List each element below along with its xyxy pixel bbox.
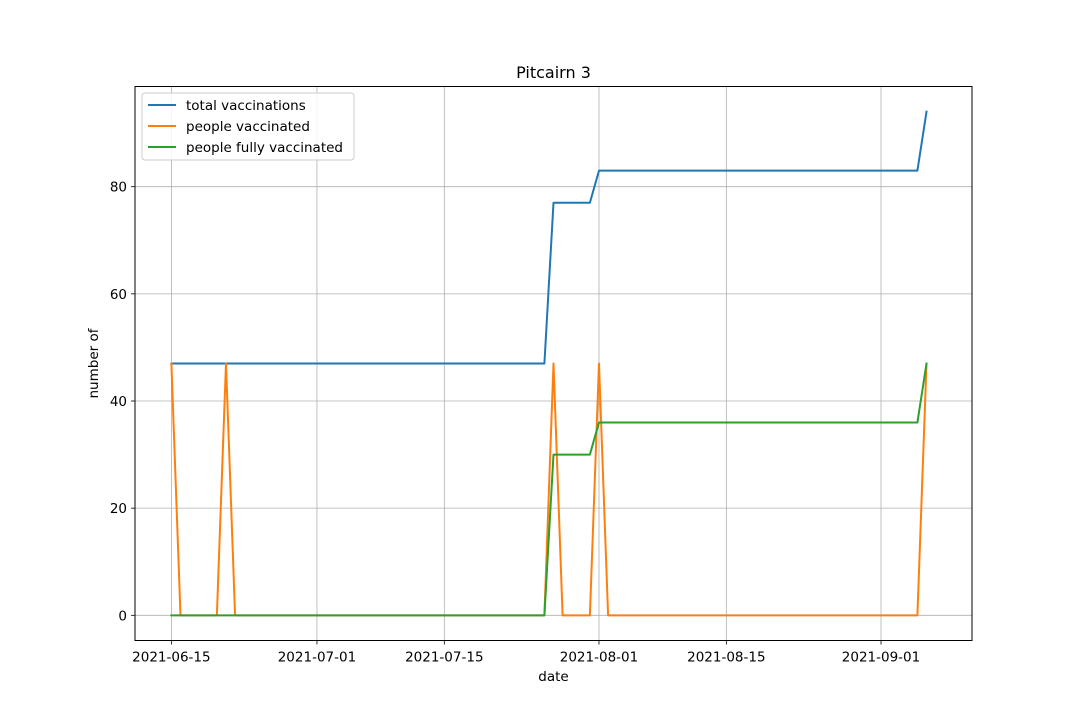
series-line-total-vaccinations xyxy=(170,110,928,365)
legend-items: total vaccinations people vaccinated peopl… xyxy=(148,98,343,156)
tick-layer: 2021-06-15 2021-07-01 2021-07-15 2021-08-01… xyxy=(110,180,920,666)
chart-title: Pitcairn 3 xyxy=(516,63,591,82)
y-tick-label: 60 xyxy=(110,287,127,303)
y-tick-label: 20 xyxy=(110,501,127,517)
legend-label-people-fully-vaccinated: people fully vaccinated xyxy=(186,140,343,156)
series-line-people-fully-vaccinated xyxy=(170,362,928,617)
x-tick-label: 2021-07-01 xyxy=(278,650,356,666)
x-tick-label: 2021-08-15 xyxy=(687,650,765,666)
legend: total vaccinations people vaccinated peopl… xyxy=(141,92,355,161)
legend-label-people-vaccinated: people vaccinated xyxy=(186,119,310,135)
y-tick-label: 0 xyxy=(118,608,127,624)
y-axis-label: number of xyxy=(86,327,102,398)
plot-frame xyxy=(134,86,973,641)
legend-label-total-vaccinations: total vaccinations xyxy=(186,98,306,114)
y-tick-label: 80 xyxy=(110,180,127,196)
x-tick-label: 2021-09-01 xyxy=(842,650,920,666)
x-tick-label: 2021-08-01 xyxy=(560,650,638,666)
y-tick-label: 40 xyxy=(110,394,127,410)
x-tick-label: 2021-06-15 xyxy=(132,650,210,666)
series-layer xyxy=(170,110,928,617)
x-tick-label: 2021-07-15 xyxy=(405,650,483,666)
legend-box xyxy=(141,92,355,161)
x-axis-label: date xyxy=(538,669,568,685)
